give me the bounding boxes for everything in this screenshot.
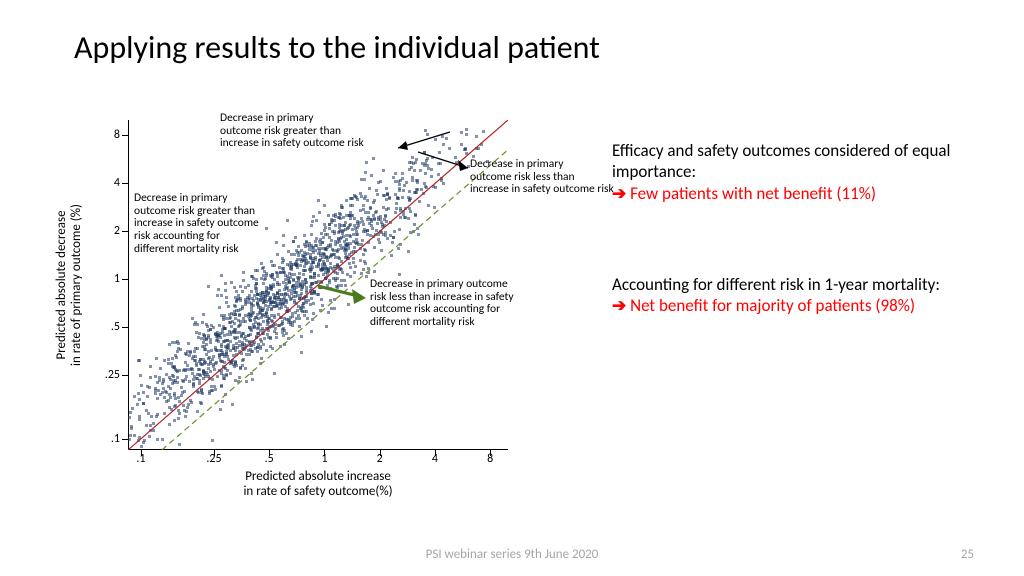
para1-plain: Efficacy and safety outcomes considered … <box>612 140 992 183</box>
y-tick-label: 1 <box>90 272 120 286</box>
para1-red: Few patients with net benefit (11%) <box>630 183 876 204</box>
footer-center: PSI webinar series 9th June 2020 <box>0 547 1024 562</box>
y-tick-label: .25 <box>90 368 120 382</box>
y-tick <box>122 439 128 440</box>
page-title: Applying results to the individual patie… <box>74 28 600 67</box>
y-tick-label: 4 <box>90 176 120 190</box>
x-tick-label: 2 <box>365 452 395 466</box>
y-tick <box>122 135 128 136</box>
arrow-icon: ➔ <box>612 295 626 316</box>
para2-red: Net benefit for majority of patients (98… <box>630 295 915 316</box>
x-tick-label: 4 <box>420 452 450 466</box>
callout-top-left: Decrease in primaryoutcome risk greater … <box>220 112 400 150</box>
para1-red-line: ➔ Few patients with net benefit (11%) <box>612 183 992 204</box>
x-tick-label: .1 <box>126 452 156 466</box>
right-text-panel: Efficacy and safety outcomes considered … <box>612 140 992 316</box>
y-axis-title: Predicted absolute decreasein rate of pr… <box>55 155 85 415</box>
x-tick-label: 1 <box>309 452 339 466</box>
callout-mid-right: Decrease in primary outcomerisk less tha… <box>370 278 555 329</box>
footer-page-number: 25 <box>961 547 974 562</box>
y-tick-label: 8 <box>90 128 120 142</box>
x-tick-label: 8 <box>475 452 505 466</box>
y-tick-label: 2 <box>90 224 120 238</box>
callout-mid-left: Decrease in primaryoutcome risk greater … <box>134 192 284 255</box>
x-tick-label: .25 <box>199 452 229 466</box>
x-axis-title: Predicted absolute increasein rate of sa… <box>128 470 508 500</box>
y-tick <box>122 183 128 184</box>
callout-top-right: Decrease in primaryoutcome risk less tha… <box>470 158 630 196</box>
para2-plain: Accounting for different risk in 1-year … <box>612 274 992 295</box>
y-tick <box>122 231 128 232</box>
y-tick <box>122 327 128 328</box>
y-tick <box>122 279 128 280</box>
scatter-chart: .1 .25 .5 1 2 4 8 .1 .25 .5 1 2 4 8 Predicted absolu… <box>40 110 600 520</box>
y-tick-label: .5 <box>90 320 120 334</box>
x-tick-label: .5 <box>254 452 284 466</box>
arrow-icon: ➔ <box>612 183 626 204</box>
para2-red-line: ➔ Net benefit for majority of patients (… <box>612 295 992 316</box>
y-tick-label: .1 <box>90 432 120 446</box>
y-tick <box>122 375 128 376</box>
